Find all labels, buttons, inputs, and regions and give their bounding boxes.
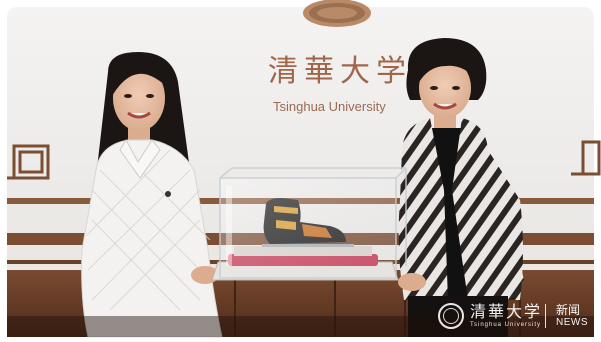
wall-ornament-right <box>571 140 601 176</box>
watermark-news-english: NEWS <box>556 317 588 328</box>
woman-left <box>81 52 223 338</box>
wall-sign-chinese: 清華大学 <box>268 54 412 89</box>
woman-right <box>398 38 524 337</box>
wall-sign-english: Tsinghua University <box>273 99 386 114</box>
watermark-news-chinese: 新闻 <box>556 303 581 317</box>
watermark-logo: 清華大学 Tsinghua University <box>438 296 542 336</box>
wall-ornament-left <box>7 144 50 180</box>
watermark-news: 新闻 NEWS <box>556 304 588 328</box>
watermark-logo-chinese: 清華大学 <box>470 302 543 321</box>
display-case <box>211 167 407 281</box>
watermark-logo-english: Tsinghua University <box>470 322 542 328</box>
university-seal-icon <box>438 303 464 329</box>
watermark-divider <box>545 304 546 328</box>
